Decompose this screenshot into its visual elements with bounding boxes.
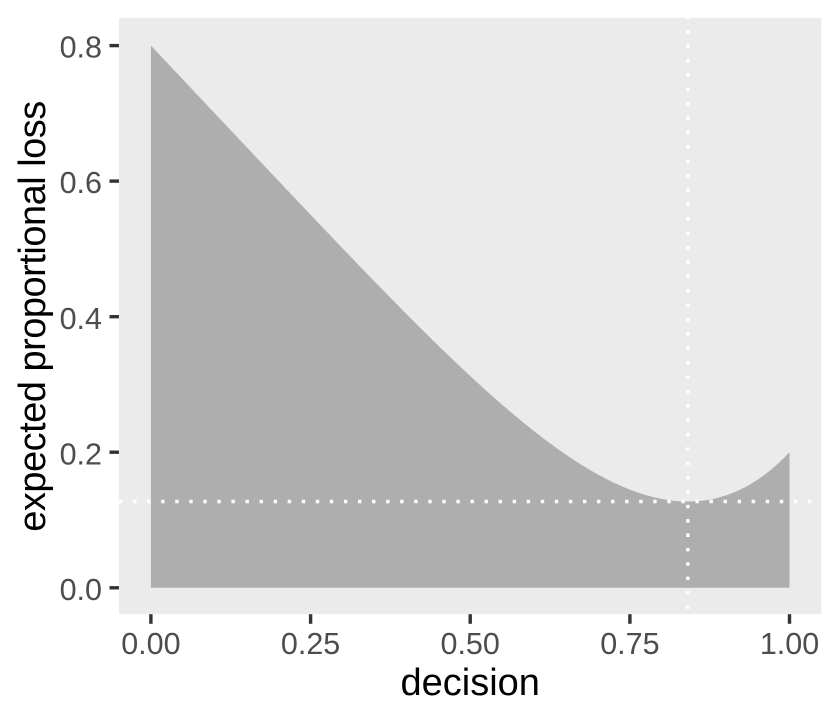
svg-text:expected proportional loss: expected proportional loss	[12, 101, 54, 532]
svg-text:0.8: 0.8	[60, 31, 102, 65]
svg-text:0.50: 0.50	[441, 627, 500, 661]
svg-text:0.75: 0.75	[600, 627, 659, 661]
svg-text:0.2: 0.2	[60, 437, 102, 471]
svg-text:0.6: 0.6	[60, 166, 102, 200]
svg-text:0.00: 0.00	[121, 627, 180, 661]
svg-text:0.0: 0.0	[60, 573, 102, 607]
svg-text:1.00: 1.00	[760, 627, 819, 661]
svg-text:decision: decision	[400, 662, 539, 704]
svg-text:0.25: 0.25	[281, 627, 340, 661]
svg-text:0.4: 0.4	[60, 302, 102, 336]
